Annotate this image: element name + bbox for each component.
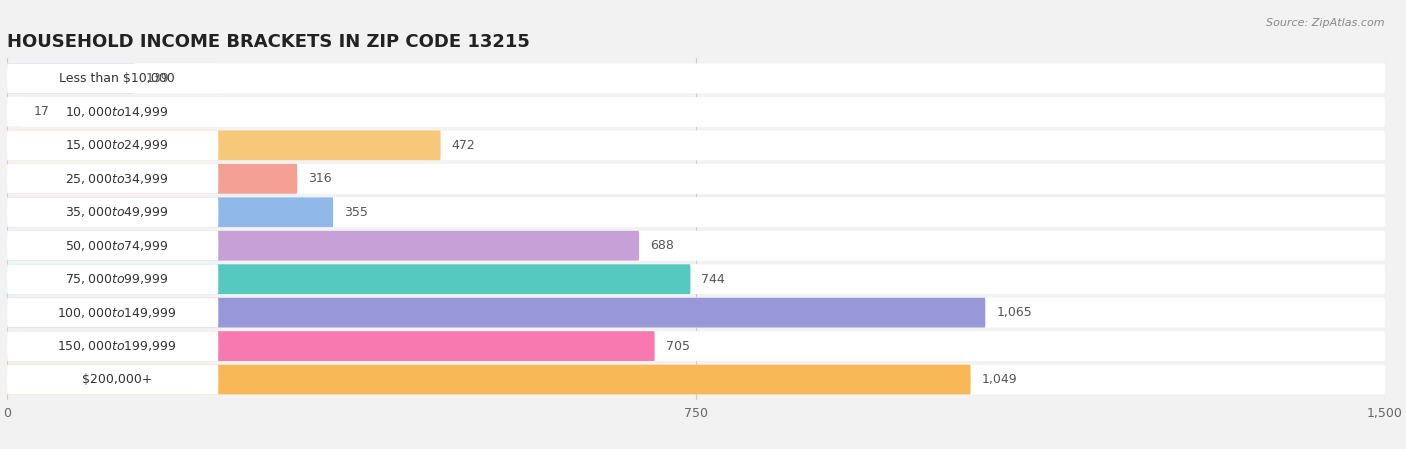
FancyBboxPatch shape: [7, 198, 333, 227]
FancyBboxPatch shape: [7, 131, 1385, 160]
Text: 17: 17: [34, 106, 49, 119]
Text: 1,065: 1,065: [997, 306, 1032, 319]
FancyBboxPatch shape: [7, 64, 135, 93]
Text: 472: 472: [451, 139, 475, 152]
Text: $15,000 to $24,999: $15,000 to $24,999: [65, 138, 169, 152]
FancyBboxPatch shape: [7, 264, 1385, 294]
FancyBboxPatch shape: [7, 97, 1385, 127]
FancyBboxPatch shape: [7, 331, 655, 361]
FancyBboxPatch shape: [7, 264, 218, 294]
FancyBboxPatch shape: [7, 331, 218, 361]
FancyBboxPatch shape: [7, 298, 986, 327]
FancyBboxPatch shape: [7, 365, 1385, 394]
Text: 355: 355: [344, 206, 368, 219]
FancyBboxPatch shape: [7, 64, 218, 93]
FancyBboxPatch shape: [7, 164, 218, 194]
Text: 744: 744: [702, 273, 725, 286]
FancyBboxPatch shape: [7, 131, 218, 160]
FancyBboxPatch shape: [7, 131, 440, 160]
FancyBboxPatch shape: [7, 331, 1385, 361]
Text: Less than $10,000: Less than $10,000: [59, 72, 174, 85]
FancyBboxPatch shape: [7, 365, 218, 394]
Text: $50,000 to $74,999: $50,000 to $74,999: [65, 239, 169, 253]
Text: 316: 316: [308, 172, 332, 185]
FancyBboxPatch shape: [7, 64, 1385, 93]
FancyBboxPatch shape: [7, 198, 1385, 227]
Text: $200,000+: $200,000+: [82, 373, 152, 386]
FancyBboxPatch shape: [7, 198, 218, 227]
Text: 1,049: 1,049: [981, 373, 1018, 386]
Text: HOUSEHOLD INCOME BRACKETS IN ZIP CODE 13215: HOUSEHOLD INCOME BRACKETS IN ZIP CODE 13…: [7, 33, 530, 51]
Text: Source: ZipAtlas.com: Source: ZipAtlas.com: [1267, 18, 1385, 28]
Text: 688: 688: [650, 239, 673, 252]
FancyBboxPatch shape: [7, 231, 218, 260]
FancyBboxPatch shape: [7, 264, 690, 294]
FancyBboxPatch shape: [7, 298, 1385, 327]
FancyBboxPatch shape: [7, 97, 22, 127]
Text: $150,000 to $199,999: $150,000 to $199,999: [58, 339, 177, 353]
FancyBboxPatch shape: [7, 164, 1385, 194]
Text: 705: 705: [665, 339, 690, 352]
Text: $25,000 to $34,999: $25,000 to $34,999: [65, 172, 169, 186]
Text: $100,000 to $149,999: $100,000 to $149,999: [58, 306, 177, 320]
Text: 139: 139: [146, 72, 169, 85]
FancyBboxPatch shape: [7, 365, 970, 394]
FancyBboxPatch shape: [7, 97, 218, 127]
FancyBboxPatch shape: [7, 164, 297, 194]
FancyBboxPatch shape: [7, 298, 218, 327]
Text: $75,000 to $99,999: $75,000 to $99,999: [65, 272, 169, 286]
FancyBboxPatch shape: [7, 231, 1385, 260]
Text: $35,000 to $49,999: $35,000 to $49,999: [65, 205, 169, 219]
FancyBboxPatch shape: [7, 231, 638, 260]
Text: $10,000 to $14,999: $10,000 to $14,999: [65, 105, 169, 119]
